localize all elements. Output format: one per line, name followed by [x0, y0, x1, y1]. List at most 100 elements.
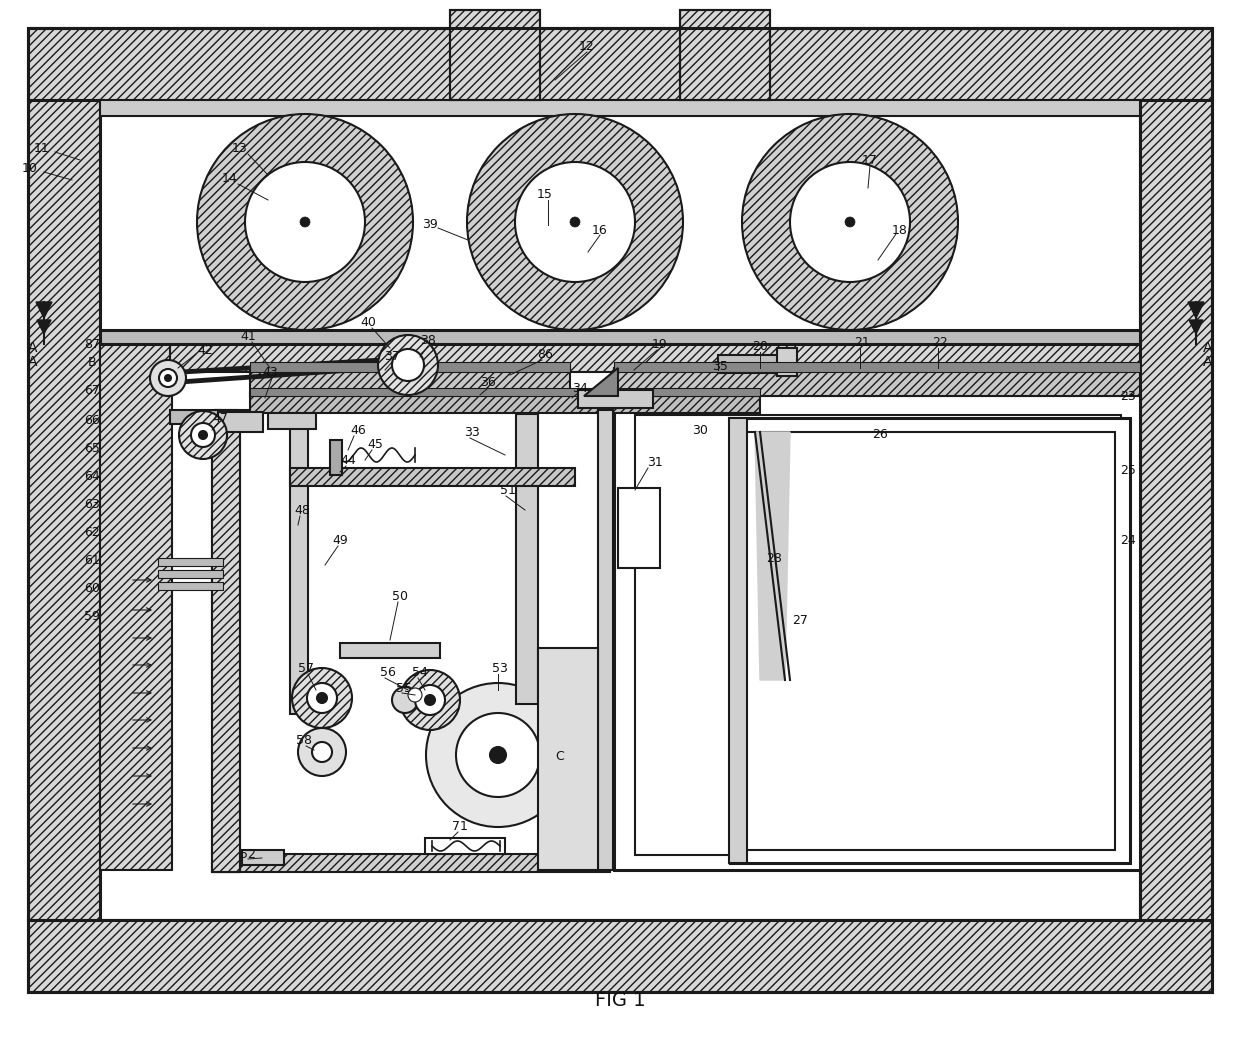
Text: A: A	[1203, 355, 1213, 369]
Bar	[215, 854, 610, 872]
Circle shape	[179, 411, 227, 458]
Circle shape	[291, 668, 352, 728]
Circle shape	[198, 431, 207, 439]
Text: 24: 24	[1120, 534, 1136, 546]
Bar	[680, 10, 770, 100]
Circle shape	[150, 359, 186, 396]
Text: 28: 28	[766, 551, 782, 565]
Circle shape	[246, 162, 365, 282]
Text: 36: 36	[480, 375, 496, 389]
Text: C: C	[556, 749, 564, 763]
Text: 14: 14	[222, 172, 238, 184]
Bar	[250, 388, 760, 396]
Text: 21: 21	[854, 336, 870, 348]
Bar	[100, 344, 172, 870]
Text: 35: 35	[712, 359, 728, 372]
Text: 44: 44	[340, 453, 356, 467]
Circle shape	[165, 375, 171, 381]
Text: 45: 45	[367, 438, 383, 450]
Text: 43: 43	[262, 366, 278, 378]
Circle shape	[515, 162, 635, 282]
Bar	[268, 413, 316, 429]
Circle shape	[415, 685, 445, 715]
Circle shape	[159, 369, 177, 387]
Text: 18: 18	[892, 223, 908, 237]
Text: 46: 46	[350, 423, 366, 437]
Circle shape	[456, 713, 539, 797]
Circle shape	[197, 114, 413, 330]
Bar	[450, 10, 539, 100]
Text: 16: 16	[593, 223, 608, 237]
Text: 58: 58	[296, 734, 312, 746]
Text: 33: 33	[464, 425, 480, 439]
Bar	[460, 28, 539, 100]
Bar	[100, 330, 1140, 344]
Bar	[578, 390, 653, 408]
Bar	[1140, 100, 1211, 920]
Text: 15: 15	[537, 189, 553, 201]
Text: 53: 53	[492, 662, 508, 674]
Text: A: A	[29, 341, 37, 355]
Bar	[212, 412, 241, 872]
Circle shape	[298, 728, 346, 776]
Text: 12: 12	[579, 40, 595, 52]
Text: 19: 19	[652, 338, 668, 350]
Polygon shape	[1188, 302, 1204, 318]
Text: 27: 27	[792, 614, 808, 626]
Text: 22: 22	[932, 336, 947, 348]
Circle shape	[844, 217, 856, 227]
Bar	[242, 850, 284, 865]
Circle shape	[425, 695, 435, 705]
Bar	[330, 440, 342, 475]
Circle shape	[570, 217, 580, 227]
Text: 60: 60	[84, 581, 100, 595]
Circle shape	[317, 693, 327, 703]
Bar	[100, 100, 1140, 116]
Bar	[215, 410, 237, 870]
Bar	[729, 418, 746, 863]
Text: 65: 65	[84, 442, 100, 454]
Text: 51: 51	[500, 483, 516, 496]
Bar	[680, 10, 770, 100]
Bar	[29, 100, 100, 920]
Bar	[29, 920, 1211, 992]
Text: 62: 62	[84, 525, 100, 539]
Text: 17: 17	[862, 153, 878, 167]
Bar	[718, 355, 782, 373]
Bar	[290, 468, 575, 486]
Text: 49: 49	[332, 534, 348, 546]
Text: A: A	[29, 355, 37, 369]
Bar	[730, 418, 1130, 863]
Polygon shape	[584, 368, 618, 396]
Text: 10: 10	[22, 162, 38, 174]
Text: 31: 31	[647, 455, 663, 469]
Circle shape	[392, 349, 424, 381]
Bar	[170, 410, 219, 424]
Text: 57: 57	[298, 662, 314, 674]
Circle shape	[312, 742, 332, 762]
Bar	[614, 368, 1140, 396]
Text: 48: 48	[294, 503, 310, 517]
Bar	[100, 100, 1140, 920]
Text: 40: 40	[360, 317, 376, 329]
Text: 13: 13	[232, 142, 248, 154]
Text: 71: 71	[453, 819, 467, 833]
Text: 56: 56	[381, 666, 396, 678]
Text: 61: 61	[84, 553, 100, 567]
Text: 26: 26	[872, 428, 888, 442]
Circle shape	[790, 162, 910, 282]
Bar	[598, 410, 613, 870]
Bar	[157, 559, 223, 566]
Text: 30: 30	[692, 423, 708, 437]
Circle shape	[191, 423, 215, 447]
Bar	[157, 570, 223, 578]
Bar	[250, 362, 570, 372]
Text: 38: 38	[420, 333, 436, 347]
Text: 41: 41	[241, 329, 255, 343]
Bar	[635, 415, 1121, 855]
Bar	[777, 348, 797, 376]
Bar	[218, 412, 263, 432]
Text: 87: 87	[84, 339, 100, 351]
Text: 54: 54	[412, 666, 428, 678]
Bar	[157, 582, 223, 590]
